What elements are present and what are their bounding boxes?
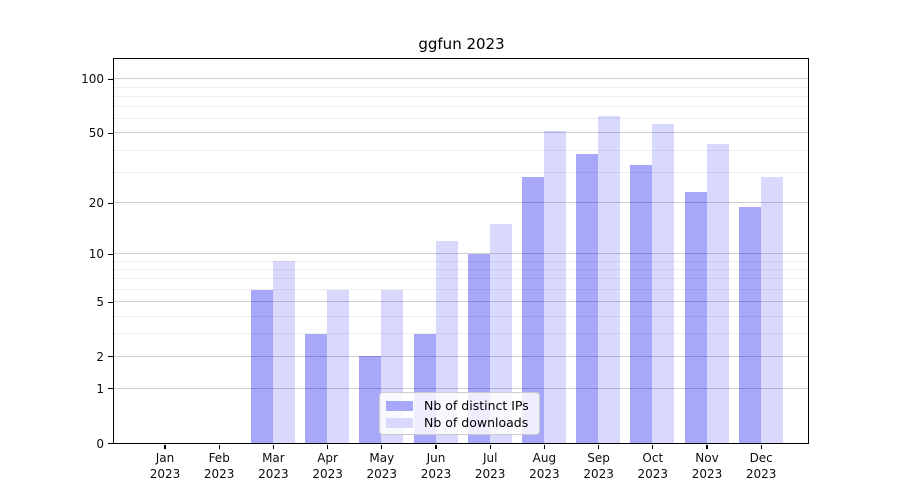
bar-downloads-nov bbox=[706, 144, 729, 443]
x-tick-year: 2023 bbox=[637, 466, 669, 481]
x-tick-label: May 2023 bbox=[355, 450, 409, 482]
gridline-major bbox=[114, 355, 808, 357]
y-tick-mark bbox=[108, 132, 113, 134]
x-tick-label: Jul 2023 bbox=[463, 450, 517, 482]
x-tick-year: 2023 bbox=[258, 466, 289, 481]
x-tick-mark bbox=[652, 444, 654, 449]
y-tick-label: 1 bbox=[96, 381, 104, 396]
bar-distinct-ips-apr bbox=[305, 333, 328, 443]
y-tick-label: 5 bbox=[96, 295, 104, 310]
y-tick-mark bbox=[108, 442, 113, 445]
x-tick-mark bbox=[598, 444, 600, 449]
bar-distinct-ips-may bbox=[359, 356, 382, 443]
x-tick-mark bbox=[760, 444, 762, 449]
bar-distinct-ips-dec bbox=[738, 206, 761, 443]
legend-swatch-distinct-ips-icon bbox=[386, 400, 413, 411]
x-tick-mark bbox=[327, 444, 329, 449]
gridline-minor bbox=[114, 118, 808, 120]
x-tick-label: Dec 2023 bbox=[734, 450, 788, 482]
x-tick-year: 2023 bbox=[529, 466, 560, 481]
x-tick-year: 2023 bbox=[583, 466, 614, 481]
gridline-major bbox=[114, 78, 808, 80]
bar-distinct-ips-aug bbox=[521, 177, 544, 443]
bar-downloads-apr bbox=[327, 289, 350, 443]
y-tick-label: 100 bbox=[81, 72, 104, 87]
x-tick-year: 2023 bbox=[366, 466, 398, 481]
x-tick-mark bbox=[435, 444, 437, 449]
bar-distinct-ips-nov bbox=[684, 192, 707, 443]
x-tick-mark bbox=[218, 444, 220, 449]
gridline-minor bbox=[114, 269, 808, 271]
gridline-minor bbox=[114, 288, 808, 290]
x-tick-label: Aug 2023 bbox=[517, 450, 571, 482]
bar-distinct-ips-mar bbox=[250, 289, 273, 443]
gridline-minor bbox=[114, 171, 808, 173]
gridline-major bbox=[114, 301, 808, 303]
legend-entry-downloads: Nb of downloads bbox=[386, 414, 531, 431]
x-tick-year: 2023 bbox=[474, 466, 506, 481]
x-tick-label: Oct 2023 bbox=[626, 450, 680, 482]
gridline-major bbox=[114, 202, 808, 204]
x-tick-label: Nov 2023 bbox=[680, 450, 734, 482]
y-tick-mark bbox=[108, 202, 113, 204]
chart-title: ggfun 2023 bbox=[418, 35, 505, 53]
gridline-major bbox=[114, 387, 808, 389]
legend-label-distinct-ips: Nb of distinct IPs bbox=[424, 398, 529, 413]
x-tick-year: 2023 bbox=[745, 466, 777, 481]
legend-label-downloads: Nb of downloads bbox=[424, 415, 529, 430]
x-tick-year: 2023 bbox=[312, 466, 343, 481]
gridline-major bbox=[114, 253, 808, 255]
bar-distinct-ips-sep bbox=[576, 153, 599, 443]
x-tick-label: Feb 2023 bbox=[192, 450, 246, 482]
y-tick-mark bbox=[108, 253, 113, 255]
bar-downloads-jul bbox=[489, 224, 512, 443]
gridline-minor bbox=[114, 260, 808, 262]
y-tick-mark bbox=[108, 301, 113, 303]
gridline-minor bbox=[114, 86, 808, 88]
x-tick-mark bbox=[164, 444, 166, 449]
y-tick-mark bbox=[108, 388, 113, 390]
gridline-minor bbox=[114, 333, 808, 335]
x-tick-label: Sep 2023 bbox=[572, 450, 626, 482]
gridline-minor bbox=[114, 278, 808, 280]
legend-swatch-downloads-icon bbox=[386, 417, 413, 428]
y-tick-mark bbox=[108, 356, 113, 358]
x-tick-label: Apr 2023 bbox=[301, 450, 355, 482]
y-tick-mark bbox=[108, 78, 113, 80]
bar-downloads-aug bbox=[543, 131, 566, 443]
gridline-minor bbox=[114, 315, 808, 317]
legend-entry-distinct-ips: Nb of distinct IPs bbox=[386, 397, 531, 414]
bar-downloads-oct bbox=[652, 124, 675, 443]
x-tick-mark bbox=[489, 444, 491, 449]
gridline-minor bbox=[114, 149, 808, 151]
gridline-major bbox=[114, 132, 808, 134]
y-tick-label: 0 bbox=[96, 436, 104, 451]
x-tick-label: Jan 2023 bbox=[138, 450, 192, 482]
x-tick-year: 2023 bbox=[691, 466, 723, 481]
gridline-minor bbox=[114, 106, 808, 108]
x-tick-mark bbox=[543, 444, 545, 449]
legend: Nb of distinct IPs Nb of downloads bbox=[379, 392, 540, 435]
y-tick-label: 50 bbox=[88, 126, 104, 141]
bar-distinct-ips-oct bbox=[630, 164, 653, 443]
gridline-minor bbox=[114, 95, 808, 97]
bar-downloads-mar bbox=[272, 261, 295, 443]
x-tick-year: 2023 bbox=[203, 466, 235, 481]
x-tick-year: 2023 bbox=[149, 466, 181, 481]
x-tick-mark bbox=[706, 444, 708, 449]
x-tick-mark bbox=[272, 444, 274, 449]
y-tick-label: 10 bbox=[88, 247, 104, 262]
y-tick-label: 20 bbox=[88, 196, 104, 211]
x-tick-year: 2023 bbox=[420, 466, 452, 481]
x-tick-mark bbox=[381, 444, 383, 449]
x-tick-label: Jun 2023 bbox=[409, 450, 463, 482]
plot-area: Nb of distinct IPs Nb of downloads bbox=[113, 58, 809, 444]
x-tick-label: Mar 2023 bbox=[246, 450, 300, 482]
bar-downloads-dec bbox=[760, 177, 783, 443]
bar-downloads-sep bbox=[598, 116, 621, 443]
y-tick-label: 2 bbox=[96, 349, 104, 364]
